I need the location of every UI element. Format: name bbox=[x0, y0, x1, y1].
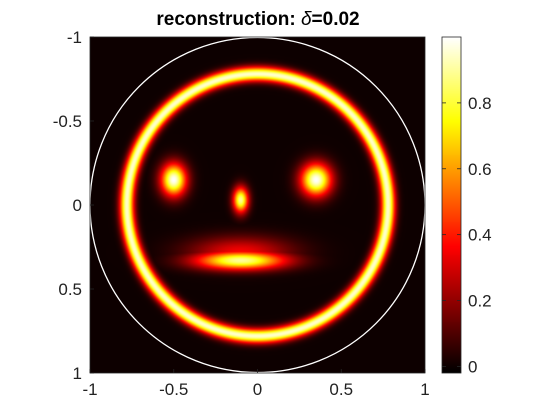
colorbar-gradient bbox=[442, 37, 461, 373]
x-tick-label: -0.5 bbox=[159, 380, 188, 399]
y-tick-label: -0.5 bbox=[53, 112, 82, 131]
colorbar-tick-label: 0.2 bbox=[468, 292, 492, 311]
colorbar-tick-label: 0.8 bbox=[468, 94, 492, 113]
y-tick-label: 0 bbox=[73, 196, 82, 215]
chart-title: reconstruction: δ=0.02 bbox=[156, 9, 359, 30]
plot-area: -1 -0.5 0 0.5 1 -1 -0.5 0 0.5 1 bbox=[53, 28, 430, 399]
y-axis: -1 -0.5 0 0.5 1 bbox=[53, 28, 94, 383]
colorbar-tick-label: 0 bbox=[468, 357, 477, 376]
heatmap-image bbox=[90, 37, 425, 373]
y-tick-label: -1 bbox=[67, 28, 82, 47]
chart-title-value: =0.02 bbox=[312, 9, 360, 30]
colorbar: 0 0.2 0.4 0.6 0.8 bbox=[441, 36, 492, 376]
colorbar-tick-label: 0.4 bbox=[468, 226, 492, 245]
x-tick-label: 0 bbox=[253, 380, 262, 399]
x-tick-label: 1 bbox=[420, 380, 429, 399]
colorbar-image-holder bbox=[442, 37, 461, 373]
colorbar-ticks: 0 0.2 0.4 0.6 0.8 bbox=[442, 94, 492, 376]
chart-title-text: reconstruction: bbox=[156, 9, 301, 30]
colorbar-tick-label: 0.6 bbox=[468, 160, 492, 179]
heatmap-image-holder bbox=[90, 37, 425, 373]
colorbar-frame bbox=[441, 36, 462, 374]
x-tick-label: 0.5 bbox=[329, 380, 353, 399]
y-tick-label: 0.5 bbox=[58, 280, 82, 299]
x-axis: -1 -0.5 0 0.5 1 bbox=[82, 369, 430, 399]
chart-title-symbol: δ bbox=[301, 9, 312, 30]
x-tick-label: -1 bbox=[82, 380, 97, 399]
y-tick-label: 1 bbox=[73, 364, 82, 383]
